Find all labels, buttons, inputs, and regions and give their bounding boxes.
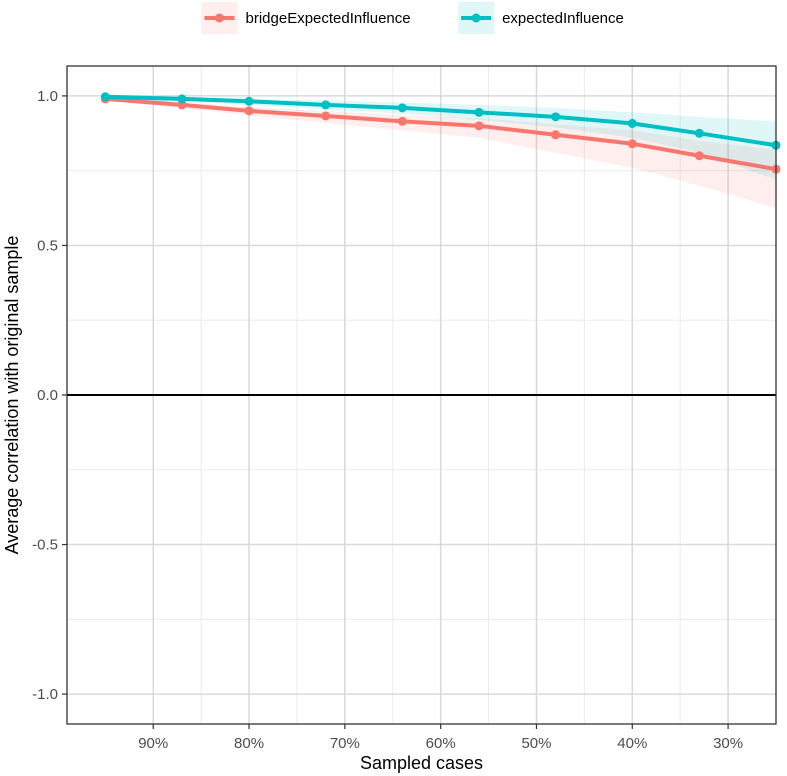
y-tick-label: -1.0 xyxy=(32,686,58,703)
data-point xyxy=(244,96,254,106)
data-point xyxy=(627,139,637,149)
confidence-band xyxy=(105,95,776,180)
legend: bridgeExpectedInfluence expectedInfluence xyxy=(201,2,624,34)
x-tick-label: 50% xyxy=(521,735,551,752)
y-tick-label: 0.0 xyxy=(37,387,58,404)
data-point xyxy=(551,112,561,122)
x-tick-label: 90% xyxy=(138,735,168,752)
x-tick-label: 30% xyxy=(713,735,743,752)
legend-item: expectedInfluence xyxy=(458,2,624,34)
data-point xyxy=(694,128,704,138)
x-tick-label: 60% xyxy=(426,735,456,752)
y-axis-ticks: 1.0 0.5 0.0 -0.5 -1.0 xyxy=(32,88,67,703)
x-tick-label: 80% xyxy=(234,735,264,752)
legend-key-point xyxy=(215,13,224,23)
confidence-band xyxy=(105,97,776,209)
data-point xyxy=(474,121,484,131)
y-tick-label: 0.5 xyxy=(37,237,58,254)
series-line xyxy=(105,96,777,172)
x-tick-label: 70% xyxy=(330,735,360,752)
legend-item: bridgeExpectedInfluence xyxy=(201,2,411,34)
data-point xyxy=(551,130,561,140)
data-point xyxy=(474,107,484,117)
y-tick-label: -0.5 xyxy=(32,537,58,554)
x-tick-label: 40% xyxy=(617,735,647,752)
y-axis-title: Average correlation with original sample xyxy=(2,236,22,555)
series-line xyxy=(105,94,777,148)
data-point xyxy=(627,118,637,128)
x-axis-title: Sampled cases xyxy=(360,753,483,773)
x-axis-ticks: 90% 80% 70% 60% 50% 40% 30% xyxy=(138,724,743,752)
confidence-bands xyxy=(105,95,776,209)
data-point xyxy=(244,106,254,116)
data-point xyxy=(694,151,704,161)
legend-label: bridgeExpectedInfluence xyxy=(246,10,411,27)
series-points xyxy=(100,92,781,174)
legend-key-point xyxy=(471,13,481,23)
data-point xyxy=(100,92,110,102)
series-lines xyxy=(105,94,777,172)
legend-label: expectedInfluence xyxy=(502,10,624,27)
data-point xyxy=(397,103,407,113)
data-point xyxy=(321,100,331,110)
data-point xyxy=(321,111,331,121)
data-point xyxy=(397,116,407,126)
y-tick-label: 1.0 xyxy=(37,88,58,105)
data-point xyxy=(177,94,187,104)
